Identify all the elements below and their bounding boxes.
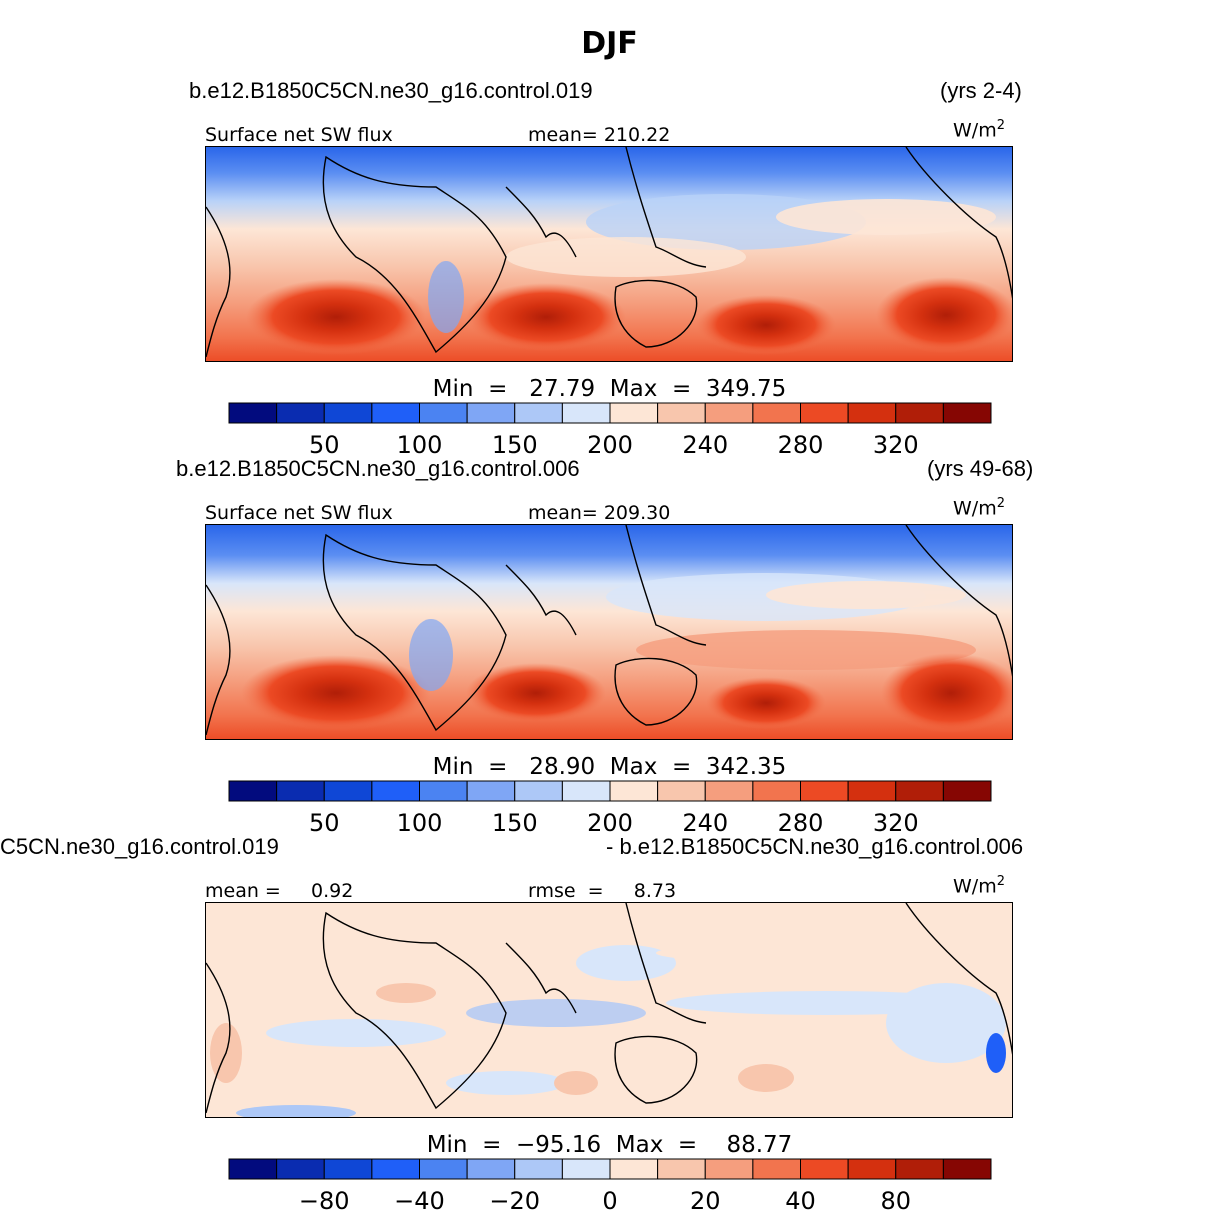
colorbar-box — [942, 402, 992, 424]
panel-2-units-label: W/m2 — [953, 496, 1005, 520]
panel-2-minmax-label: Min = 28.90 Max = 342.35 — [432, 754, 787, 780]
colorbar-box — [800, 1158, 849, 1180]
colorbar-box — [514, 780, 563, 802]
colorbar-box — [419, 1158, 468, 1180]
panel-2-colorbar: 50 100 150 200 240 280 320 — [228, 780, 992, 834]
colorbar-box — [704, 1158, 754, 1180]
colorbar-box — [276, 1158, 325, 1180]
colorbar-box — [942, 1158, 992, 1180]
colorbar-tick-label: 20 — [690, 1187, 721, 1212]
colorbar-tick-label: −80 — [299, 1187, 350, 1212]
colorbar-box — [514, 1158, 563, 1180]
colorbar-box — [752, 780, 801, 802]
colorbar-box — [800, 402, 849, 424]
panel-1-field-svg — [206, 147, 1012, 361]
colorbar-box — [609, 402, 659, 424]
colorbar-box — [323, 780, 373, 802]
colorbar-tick-label: 0 — [602, 1187, 617, 1212]
colorbar-tick-label: 50 — [309, 431, 340, 456]
colorbar-box — [371, 1158, 420, 1180]
colorbar-box — [657, 402, 706, 424]
colorbar-tick-label: 150 — [492, 431, 538, 456]
colorbar-tick-label: 280 — [778, 431, 824, 456]
colorbar-box — [276, 402, 325, 424]
colorbar-box — [657, 1158, 706, 1180]
colorbar-box — [800, 780, 849, 802]
colorbar-box — [895, 1158, 944, 1180]
panel-1-years-label: (yrs 2-4) — [940, 78, 1022, 103]
colorbar-box — [847, 780, 897, 802]
colorbar-tick-label: 80 — [880, 1187, 911, 1212]
colorbar-box — [228, 780, 278, 802]
colorbar-box — [752, 1158, 801, 1180]
colorbar-box — [466, 402, 516, 424]
colorbar-box — [609, 780, 659, 802]
colorbar-box — [228, 402, 278, 424]
panel-2-field-svg — [206, 525, 1012, 739]
colorbar-box — [323, 402, 373, 424]
colorbar-tick-label: 40 — [785, 1187, 816, 1212]
colorbar-tick-label: 320 — [873, 431, 919, 456]
colorbar-box — [847, 402, 897, 424]
panel-2-years-label: (yrs 49-68) — [927, 456, 1034, 481]
colorbar-box — [419, 402, 468, 424]
colorbar-tick-label: 150 — [492, 809, 538, 834]
colorbar-tick-label: 100 — [397, 809, 443, 834]
colorbar-tick-label: 240 — [682, 431, 728, 456]
colorbar-box — [323, 1158, 373, 1180]
panel-3-rmse-label: rmse = 8.73 — [528, 880, 677, 902]
colorbar-box — [847, 1158, 897, 1180]
panel-3-colorbar: −80 −40 −20 0 20 40 80 — [228, 1158, 992, 1212]
colorbar-box — [561, 1158, 611, 1180]
colorbar-tick-label: 50 — [309, 809, 340, 834]
colorbar-box — [752, 402, 801, 424]
figure-title: DJF — [581, 26, 638, 61]
colorbar-box — [276, 780, 325, 802]
panel-1-mean-label: mean= 210.22 — [528, 124, 671, 146]
panel-1-units-label: W/m2 — [953, 118, 1005, 142]
panel-1-map — [205, 146, 1013, 362]
panel-2-case-label: b.e12.B1850C5CN.ne30_g16.control.006 — [176, 456, 580, 481]
panel-3-field-svg — [206, 903, 1012, 1117]
panel-3-mean-label: mean = 0.92 — [205, 880, 354, 902]
colorbar-box — [371, 780, 420, 802]
panel-3-minmax-label: Min = −95.16 Max = 88.77 — [426, 1132, 793, 1158]
colorbar-box — [561, 780, 611, 802]
panel-2-mean-label: mean= 209.30 — [528, 502, 671, 524]
colorbar-box — [657, 780, 706, 802]
colorbar-tick-label: 200 — [587, 809, 633, 834]
colorbar-box — [228, 1158, 278, 1180]
colorbar-box — [514, 402, 563, 424]
panel-1-colorbar: 50 100 150 200 240 280 320 — [228, 402, 992, 456]
panel-3-case-label: C5CN.ne30_g16.control.019 — [0, 834, 279, 859]
colorbar-tick-label: 200 — [587, 431, 633, 456]
colorbar-box — [419, 780, 468, 802]
colorbar-tick-label: 320 — [873, 809, 919, 834]
colorbar-box — [704, 780, 754, 802]
colorbar-box — [704, 402, 754, 424]
colorbar-tick-label: 100 — [397, 431, 443, 456]
colorbar-box — [466, 1158, 516, 1180]
colorbar-box — [371, 402, 420, 424]
colorbar-tick-label: −40 — [394, 1187, 445, 1212]
panel-3-units-label: W/m2 — [953, 874, 1005, 898]
panel-1-case-label: b.e12.B1850C5CN.ne30_g16.control.019 — [189, 78, 593, 103]
panel-3-map — [205, 902, 1013, 1118]
colorbar-box — [466, 780, 516, 802]
panel-2-map — [205, 524, 1013, 740]
panel-1-variable-label: Surface net SW flux — [205, 124, 393, 146]
colorbar-box — [942, 780, 992, 802]
colorbar-box — [561, 402, 611, 424]
panel-3-years-label: - b.e12.B1850C5CN.ne30_g16.control.006 — [606, 834, 1024, 859]
panel-2-variable-label: Surface net SW flux — [205, 502, 393, 524]
panel-1-minmax-label: Min = 27.79 Max = 349.75 — [432, 376, 787, 402]
colorbar-box — [609, 1158, 659, 1180]
colorbar-tick-label: 240 — [682, 809, 728, 834]
colorbar-box — [895, 402, 944, 424]
colorbar-box — [895, 780, 944, 802]
colorbar-tick-label: 280 — [778, 809, 824, 834]
colorbar-tick-label: −20 — [489, 1187, 540, 1212]
